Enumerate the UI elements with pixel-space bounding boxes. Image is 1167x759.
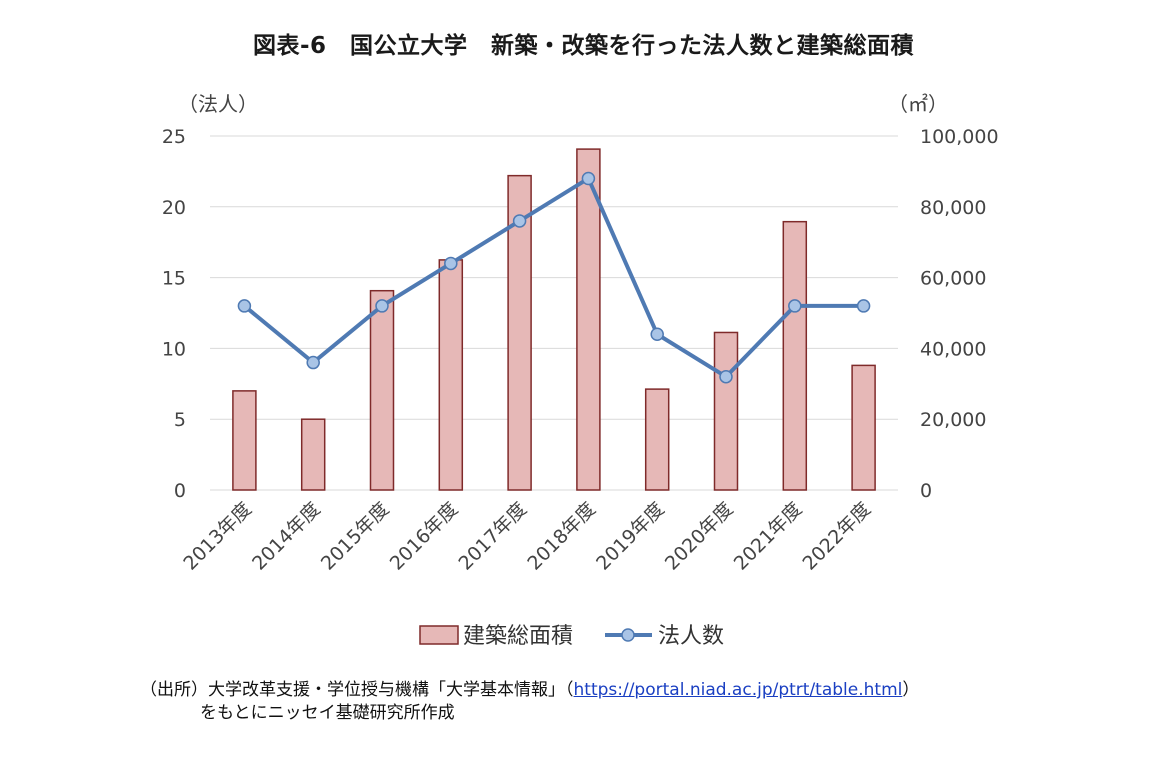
left-tick-label: 15 [162,268,186,290]
line-point [444,256,458,271]
line-point [306,355,320,370]
left-tick-label: 25 [162,126,186,148]
left-tick-label: 5 [174,409,186,431]
line-point [512,214,527,228]
bar [576,148,601,491]
x-tick-label: 2018年度 [523,498,600,575]
line-point [856,299,871,313]
x-tick-label: 2015年度 [317,498,394,575]
right-tick-label: 60,000 [920,268,986,290]
source-line2: をもとにニッセイ基礎研究所作成 [200,703,455,723]
bar [851,364,876,491]
line-point [788,299,802,313]
x-tick-label: 2020年度 [661,498,738,575]
right-tick-label: 0 [920,480,932,502]
left-axis-unit: （法人） [178,92,258,116]
right-tick-label: 80,000 [920,197,986,219]
left-tick-label: 10 [162,338,186,360]
x-tick-label: 2017年度 [455,498,532,575]
chart-title: 図表-6 国公立大学 新築・改築を行った法人数と建築総面積 [252,33,915,59]
series-line [243,176,864,379]
source-prefix: （出所）大学改革支援・学位授与機構「大学基本情報」（ [140,680,574,700]
line-point [650,327,664,341]
line-series [237,171,871,384]
x-tick-label: 2014年度 [248,498,325,575]
left-tick-label: 0 [174,480,186,502]
right-tick-label: 20,000 [920,409,986,431]
legend-label-bar: 建築総面積 [463,624,573,649]
bar [507,174,532,491]
right-axis-unit: （㎡） [888,92,948,116]
x-tick-label: 2022年度 [799,498,876,575]
x-axis-ticks: 2013年度2014年度2015年度2016年度2017年度2018年度2019… [179,498,875,575]
legend-swatch-marker [621,628,635,642]
source-suffix: ） [902,680,920,700]
bar [438,259,464,491]
line-point [237,299,252,313]
bar [300,418,326,491]
bar [232,390,257,491]
line-point [719,369,733,384]
source-note: （出所）大学改革支援・学位授与機構「大学基本情報」（https://portal… [140,679,919,725]
x-tick-label: 2013年度 [179,498,256,575]
line-point [581,171,596,186]
bar [713,331,739,491]
left-axis-ticks: 0 5 10 15 20 25 [162,126,186,502]
left-tick-label: 20 [162,197,186,219]
legend-label-line: 法人数 [658,624,724,649]
legend: 建築総面積 法人数 [419,624,724,649]
right-tick-label: 40,000 [920,338,986,360]
bar [782,220,808,491]
x-tick-label: 2016年度 [386,498,463,575]
x-tick-label: 2021年度 [730,498,807,575]
line-point [375,299,389,313]
bar [369,289,395,491]
right-axis-ticks: 0 20,000 40,000 60,000 80,000 100,000 [920,126,999,502]
x-tick-label: 2019年度 [592,498,669,575]
source-link[interactable]: https://portal.niad.ac.jp/ptrt/table.htm… [573,680,903,700]
legend-swatch-bar [419,625,459,645]
right-tick-label: 100,000 [920,126,999,148]
bar [644,388,670,491]
